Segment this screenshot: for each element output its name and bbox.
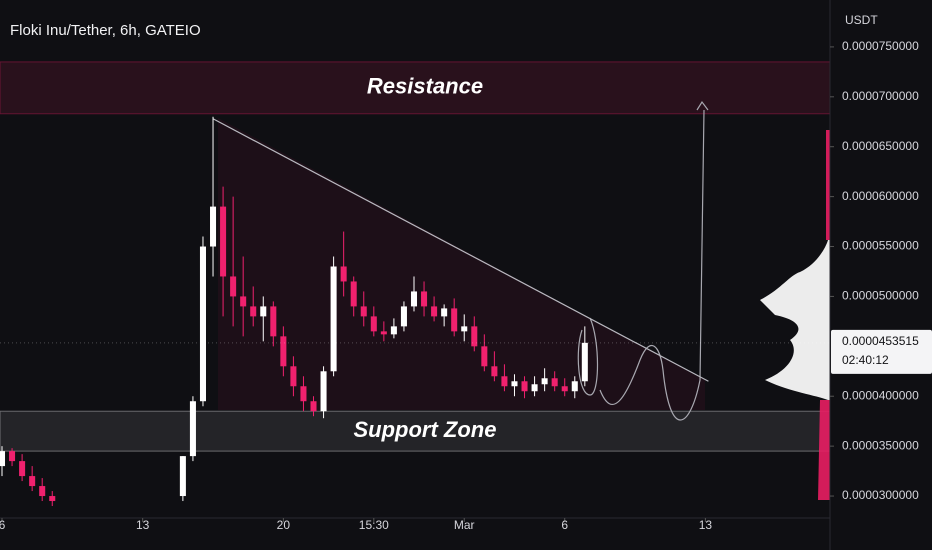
trendline: [212, 118, 709, 382]
candle-body: [451, 308, 458, 332]
candle-body: [531, 384, 538, 392]
candle-body: [461, 326, 468, 332]
last-price-label: 0.0000453515: [842, 334, 919, 348]
y-tick-label: 0.0000350000: [842, 438, 919, 452]
chart-title: Floki Inu/Tether, 6h, GATEIO: [10, 22, 201, 39]
x-tick-label: 15:30: [359, 518, 389, 532]
candle-body: [19, 461, 26, 477]
candle-body: [260, 306, 267, 317]
volume-profile-pink: [818, 130, 830, 500]
candle-body: [310, 401, 317, 412]
candle-body: [210, 206, 217, 247]
candle-body: [441, 308, 448, 317]
candle-body: [320, 371, 327, 412]
candle-body: [541, 378, 548, 385]
x-tick-label: 20: [277, 518, 291, 532]
candle-body: [290, 366, 297, 387]
candle-body: [571, 381, 578, 392]
x-tick-label: Mar: [454, 518, 475, 532]
y-tick-label: 0.0000400000: [842, 388, 919, 402]
candle-body: [179, 456, 186, 497]
candle-body: [189, 401, 196, 457]
countdown: 02:40:12: [842, 353, 889, 367]
candle-body: [551, 378, 558, 387]
candle-body: [410, 291, 418, 307]
x-tick-label: 6: [0, 518, 6, 532]
y-tick-label: 0.0000500000: [842, 289, 919, 303]
x-tick-label: 13: [699, 518, 713, 532]
candle-body: [9, 451, 16, 462]
candle-body: [421, 291, 428, 307]
candle-body: [240, 296, 247, 307]
candle-body: [340, 266, 347, 282]
drawn-projection: [577, 100, 709, 421]
zone-label: Resistance: [367, 74, 483, 99]
candle-body: [330, 266, 337, 372]
candle-body: [390, 326, 397, 335]
zone-label: Support Zone: [354, 417, 497, 442]
candle-body: [270, 306, 277, 337]
candle-body: [501, 376, 508, 387]
candle-body: [280, 336, 287, 367]
candle-body: [400, 306, 407, 327]
candle-body: [511, 381, 518, 387]
candle-body: [481, 346, 488, 367]
y-tick-label: 0.0000700000: [842, 89, 919, 103]
y-tick-label: 0.0000650000: [842, 139, 919, 153]
candle-body: [39, 486, 46, 497]
candle-body: [220, 206, 227, 277]
candle-body: [49, 496, 56, 502]
candle-body: [581, 342, 588, 382]
candle-body: [29, 476, 36, 487]
candle-body: [491, 366, 498, 377]
candle-body: [380, 331, 387, 335]
x-tick-label: 6: [561, 518, 568, 532]
candle-body: [521, 381, 528, 392]
candle-body: [431, 306, 438, 317]
y-axis-label: USDT: [845, 13, 878, 27]
candle-body: [250, 306, 257, 317]
y-tick-label: 0.0000300000: [842, 488, 919, 502]
volume-profile: [760, 240, 830, 400]
last-price-box: [831, 329, 932, 374]
x-tick-label: 13: [136, 518, 150, 532]
candle-body: [561, 386, 568, 392]
y-tick-label: 0.0000600000: [842, 189, 919, 203]
zone: [0, 61, 831, 115]
candle-body: [199, 246, 206, 402]
candle-body: [0, 451, 6, 467]
y-tick-label: 0.0000550000: [842, 239, 919, 253]
triangle-shade: [218, 118, 705, 410]
candle-body: [230, 276, 237, 297]
candle-body: [350, 281, 357, 307]
candle-body: [300, 386, 307, 402]
candle-body: [370, 316, 377, 332]
y-tick-label: 0.0000750000: [842, 39, 919, 53]
candle-body: [360, 306, 367, 317]
candle-body: [471, 326, 478, 347]
